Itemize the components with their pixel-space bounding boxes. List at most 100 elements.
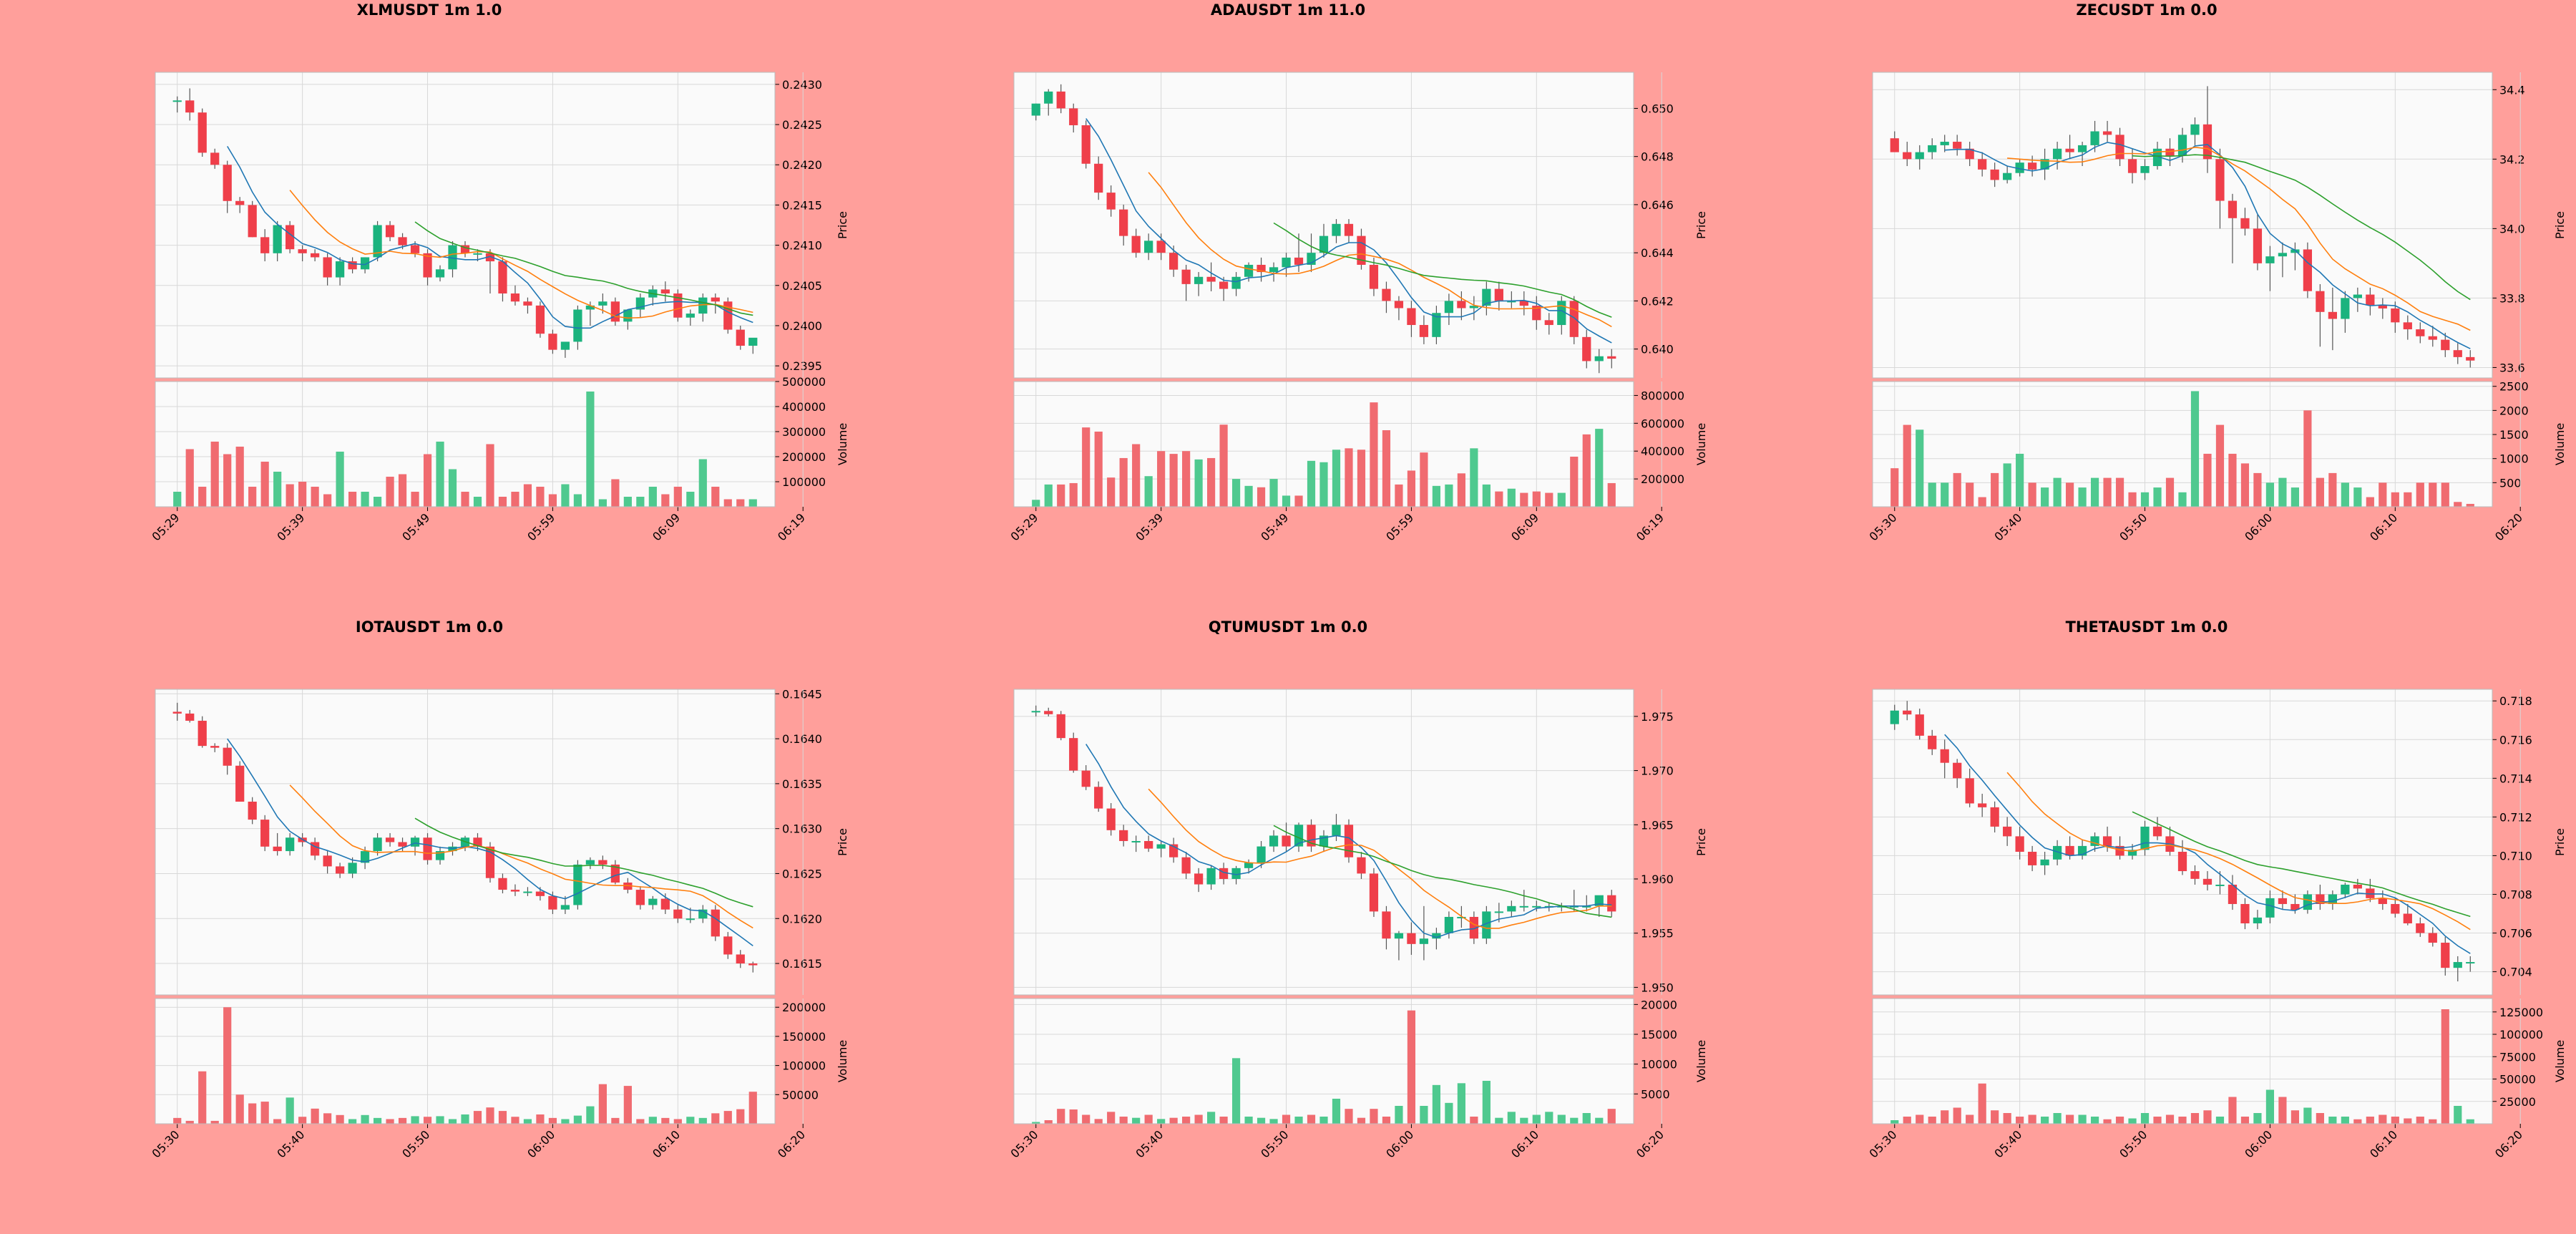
volume-bar xyxy=(636,497,645,507)
candle-body xyxy=(1990,807,1999,827)
price-tick-label: 0.714 xyxy=(2499,772,2532,785)
volume-bar xyxy=(2441,482,2449,507)
volume-bar xyxy=(686,492,695,507)
candle-body xyxy=(1194,276,1204,284)
volume-bar xyxy=(386,477,394,507)
volume-bar xyxy=(1966,482,1974,507)
volume-bar xyxy=(1570,457,1579,507)
volume-bar xyxy=(2065,482,2074,507)
price-axes-frame xyxy=(1872,689,2493,996)
volume-bar xyxy=(2053,1113,2062,1124)
volume-bar xyxy=(636,1119,645,1124)
price-tick-label: 0.2420 xyxy=(782,158,822,172)
candle-body xyxy=(1928,735,1937,749)
volume-bar xyxy=(2303,1107,2312,1124)
candle-body xyxy=(2228,200,2238,218)
volume-bar xyxy=(1395,1106,1403,1124)
volume-bar xyxy=(2466,503,2474,507)
candle-body xyxy=(2065,845,2074,856)
volume-bar xyxy=(2379,482,2387,507)
volume-tick-label: 200000 xyxy=(782,1001,826,1014)
volume-tick-label: 600000 xyxy=(1641,417,1684,430)
moving-average-line xyxy=(1085,118,1612,344)
volume-bar xyxy=(1319,1117,1328,1124)
volume-bar xyxy=(1532,1114,1541,1124)
candle-body xyxy=(1094,163,1103,193)
price-axis-label: Price xyxy=(836,211,849,239)
volume-bar xyxy=(748,1092,757,1124)
candle-body xyxy=(1357,857,1366,874)
moving-average-line xyxy=(414,817,753,908)
candle-body xyxy=(2466,356,2475,361)
volume-tick-label: 15000 xyxy=(1641,1028,1677,1041)
x-tick-label: 05:50 xyxy=(2117,510,2150,543)
volume-bar xyxy=(1916,429,1924,507)
volume-tick-label: 100000 xyxy=(2499,1028,2543,1041)
candle-body xyxy=(2127,159,2137,173)
volume-bar xyxy=(1119,457,1128,507)
volume-bar xyxy=(436,442,444,507)
candle-body xyxy=(360,257,370,270)
candle-body xyxy=(1569,301,1579,337)
candle-body xyxy=(1903,152,1912,160)
volume-bar xyxy=(1595,429,1604,507)
chart-title: THETAUSDT 1m 0.0 xyxy=(2065,618,2228,636)
volume-bar xyxy=(2190,391,2200,507)
volume-bar xyxy=(2016,453,2024,507)
candle-body xyxy=(660,898,670,910)
candle-body xyxy=(273,225,282,253)
price-tick-label: 1.965 xyxy=(1641,818,1674,832)
volume-bar xyxy=(2028,482,2036,507)
volume-bar xyxy=(673,487,682,507)
volume-bar xyxy=(1395,484,1403,507)
candle-body xyxy=(2441,943,2450,968)
volume-bar xyxy=(2178,492,2187,507)
candle-body xyxy=(2353,294,2362,298)
volume-bar xyxy=(1941,482,1949,507)
volume-bar xyxy=(1094,1119,1103,1124)
candle-body xyxy=(1294,257,1304,265)
volume-bar xyxy=(2341,1117,2349,1124)
volume-bar xyxy=(1044,1120,1053,1124)
volume-bar xyxy=(1557,1114,1566,1124)
candle-body xyxy=(172,100,182,102)
volume-bar xyxy=(235,447,244,507)
volume-bar xyxy=(2140,492,2150,507)
candle-body xyxy=(311,253,320,258)
volume-bar xyxy=(1407,470,1416,507)
candle-body xyxy=(2190,124,2200,135)
volume-bar xyxy=(2253,472,2262,507)
volume-bar xyxy=(273,472,282,507)
candle-body xyxy=(723,936,733,955)
volume-tick-label: 200000 xyxy=(1641,472,1684,486)
volume-bar xyxy=(1294,495,1303,507)
candle-body xyxy=(273,846,282,852)
chart-title: QTUMUSDT 1m 0.0 xyxy=(1208,618,1368,636)
candle-body xyxy=(1965,148,1974,160)
volume-bar xyxy=(1953,1107,1961,1124)
volume-bar xyxy=(235,1094,244,1124)
volume-bar xyxy=(2041,1117,2049,1124)
chart-panel: ZECUSDT 1m 0.0 33.6 33.8 34.0 34.2 34.4 500 100… xyxy=(1717,0,2576,617)
volume-bar xyxy=(1231,1058,1241,1124)
volume-bar xyxy=(2128,1118,2137,1124)
volume-bar xyxy=(386,1119,394,1124)
volume-bar xyxy=(1966,1114,1974,1124)
candle-body xyxy=(311,842,320,856)
candle-body xyxy=(1519,905,1528,908)
volume-bar xyxy=(2429,482,2437,507)
volume-bar xyxy=(1157,451,1166,507)
volume-bar xyxy=(1169,454,1178,507)
volume-bar xyxy=(1269,479,1278,507)
x-tick-label: 05:30 xyxy=(1867,510,1900,543)
x-tick-label: 05:50 xyxy=(2117,1127,2150,1160)
moving-average-line xyxy=(1944,142,2471,349)
candle-body xyxy=(2152,826,2162,837)
candle-body xyxy=(1031,103,1040,116)
candle-body xyxy=(398,237,407,246)
volume-bar xyxy=(1032,500,1040,507)
candle-body xyxy=(2240,218,2250,229)
volume-bar xyxy=(411,1116,419,1124)
candle-body xyxy=(598,301,608,306)
candle-body xyxy=(2428,336,2437,340)
